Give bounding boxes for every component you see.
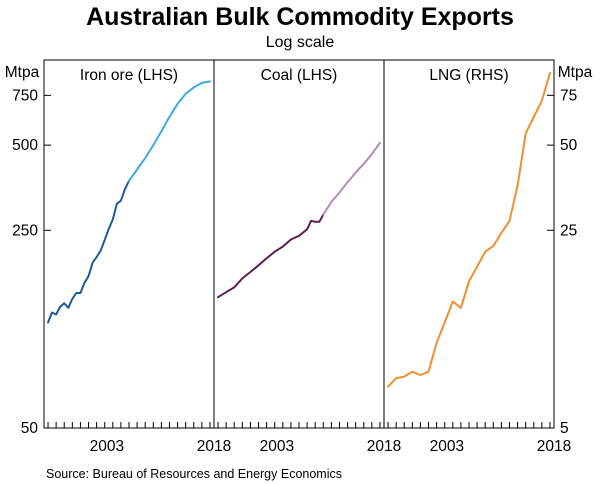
series-line-iron-ore-actual bbox=[47, 179, 130, 324]
panel-label-lng: LNG (RHS) bbox=[429, 67, 508, 84]
series-line-coal-projected bbox=[322, 141, 381, 216]
series-line-iron-ore-projected bbox=[128, 80, 211, 182]
left-tick-label: 500 bbox=[12, 137, 38, 154]
x-tick-label: 2003 bbox=[260, 438, 294, 455]
series-line-lng bbox=[387, 71, 551, 388]
axis-ticks: 50 250 500 750 5 25 50 75 2003 2018 2003 2018 2003 20… bbox=[12, 87, 577, 455]
right-tick-label: 25 bbox=[560, 222, 577, 239]
right-tick-label: 75 bbox=[560, 87, 577, 104]
right-tick-label: 5 bbox=[560, 420, 569, 437]
series-line-coal-actual bbox=[217, 213, 325, 299]
x-tick-label: 2018 bbox=[367, 438, 401, 455]
x-tick-label: 2003 bbox=[430, 438, 464, 455]
plot-border bbox=[43, 59, 555, 429]
chart-subtitle: Log scale bbox=[266, 34, 335, 51]
left-tick-label: 250 bbox=[12, 222, 38, 239]
left-tick-label: 750 bbox=[12, 87, 38, 104]
left-axis-unit: Mtpa bbox=[5, 64, 40, 81]
chart-source: Source: Bureau of Resources and Energy E… bbox=[46, 467, 342, 481]
right-tick-label: 50 bbox=[560, 137, 578, 154]
panel-label-coal: Coal (LHS) bbox=[261, 67, 338, 84]
x-tick-label: 2018 bbox=[197, 438, 231, 455]
panel-label-iron-ore: Iron ore (LHS) bbox=[80, 67, 178, 84]
x-tick-label: 2018 bbox=[537, 438, 571, 455]
x-tick-label: 2003 bbox=[90, 438, 124, 455]
right-axis-unit: Mtpa bbox=[558, 64, 593, 81]
series-lines bbox=[47, 71, 551, 388]
left-tick-label: 50 bbox=[21, 420, 39, 437]
chart-title: Australian Bulk Commodity Exports bbox=[86, 3, 514, 31]
